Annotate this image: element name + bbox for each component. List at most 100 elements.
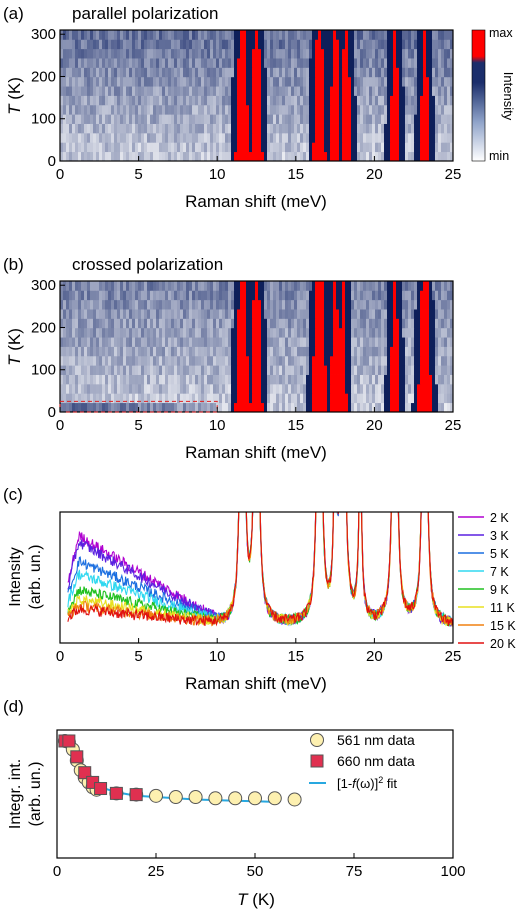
heat-cell (204, 309, 208, 319)
heat-cell (180, 327, 184, 338)
heat-cell (279, 132, 283, 143)
heat-cell (174, 39, 178, 50)
heat-cell (114, 355, 118, 366)
heat-cell (120, 318, 124, 329)
heat-cell (198, 402, 202, 412)
heat-cell (105, 30, 109, 40)
heat-cell (309, 114, 313, 124)
heat-cell (387, 58, 391, 68)
heat-cell (363, 95, 367, 106)
heat-cell (402, 374, 406, 385)
heat-cell (207, 67, 211, 78)
heat-cell (306, 39, 310, 50)
heat-cell (156, 318, 160, 329)
legend-660-marker (310, 754, 324, 768)
heat-cell (201, 365, 205, 375)
heat-cell (189, 58, 193, 68)
heat-cell (114, 299, 118, 310)
heat-cell (432, 318, 436, 329)
heat-cell (78, 337, 82, 347)
heat-cell (135, 355, 139, 366)
heat-cell (84, 76, 88, 87)
heat-cell (330, 337, 334, 347)
heat-cell (228, 123, 232, 134)
heat-cell (147, 374, 151, 385)
heat-cell (144, 365, 148, 375)
heat-cell (264, 86, 268, 96)
heat-cell (87, 309, 91, 319)
heat-cell (60, 337, 64, 347)
heat-cell (363, 355, 367, 366)
heat-cell (87, 299, 91, 310)
heat-cell (450, 299, 453, 310)
heat-cell (204, 402, 208, 412)
heat-cell (321, 95, 325, 106)
heat-cell (93, 299, 97, 310)
heat-cell (222, 327, 226, 338)
heat-cell (285, 346, 289, 357)
heat-cell (117, 337, 121, 347)
heat-cell (156, 299, 160, 310)
heat-cell (372, 76, 376, 87)
heat-cell (351, 76, 355, 87)
heat-cell (123, 39, 127, 50)
heat-cell (390, 365, 394, 375)
heat-cell (123, 337, 127, 347)
heat-cell (447, 327, 451, 338)
heat-cell (366, 104, 370, 115)
heat-cell (78, 114, 82, 124)
heat-cell (216, 114, 220, 124)
heat-cell (354, 309, 358, 319)
heat-cell (375, 151, 379, 161)
heat-cell (261, 86, 265, 96)
heat-cell (438, 76, 442, 87)
heat-cell (171, 383, 175, 394)
heat-cell (405, 402, 409, 412)
heat-cell (321, 151, 325, 161)
heat-cell (60, 290, 64, 301)
heat-cell (210, 299, 214, 310)
heat-cell (105, 309, 109, 319)
heat-cell (366, 327, 370, 338)
heat-cell (78, 383, 82, 394)
heat-cell (297, 48, 301, 59)
heat-cell (375, 337, 379, 347)
heat-cell (75, 114, 79, 124)
heat-cell (132, 142, 136, 153)
heat-cell (396, 95, 400, 106)
heat-cell (318, 86, 322, 96)
heat-cell (303, 346, 307, 357)
heat-cell (378, 337, 382, 347)
heat-cell (81, 58, 85, 68)
heat-cell (273, 39, 277, 50)
heat-cell (69, 318, 73, 329)
heat-cell (303, 104, 307, 115)
heat-cell (156, 58, 160, 68)
heat-cell (369, 327, 373, 338)
legend-fit-suffix: fit (383, 776, 397, 791)
heat-cell (96, 374, 100, 385)
heat-cell (348, 30, 352, 40)
heat-cell (384, 48, 388, 59)
heat-cell (387, 337, 391, 347)
heat-cell (180, 374, 184, 385)
heat-cell (189, 355, 193, 366)
heat-cell (312, 39, 316, 50)
heat-cell (66, 299, 70, 310)
heat-cell (270, 337, 274, 347)
heat-cell (171, 142, 175, 153)
heat-cell (84, 374, 88, 385)
heat-cell (330, 346, 334, 357)
heat-cell (135, 76, 139, 87)
heat-cell (294, 48, 298, 59)
heat-cell (120, 142, 124, 153)
heat-cell (378, 393, 382, 404)
heat-cell (321, 39, 325, 50)
heat-cell (321, 365, 325, 375)
heat-cell (408, 309, 412, 319)
heat-cell (138, 337, 142, 347)
heat-cell (246, 58, 250, 68)
heat-cell (351, 151, 355, 161)
heat-cell (279, 30, 283, 40)
heat-cell (171, 123, 175, 134)
